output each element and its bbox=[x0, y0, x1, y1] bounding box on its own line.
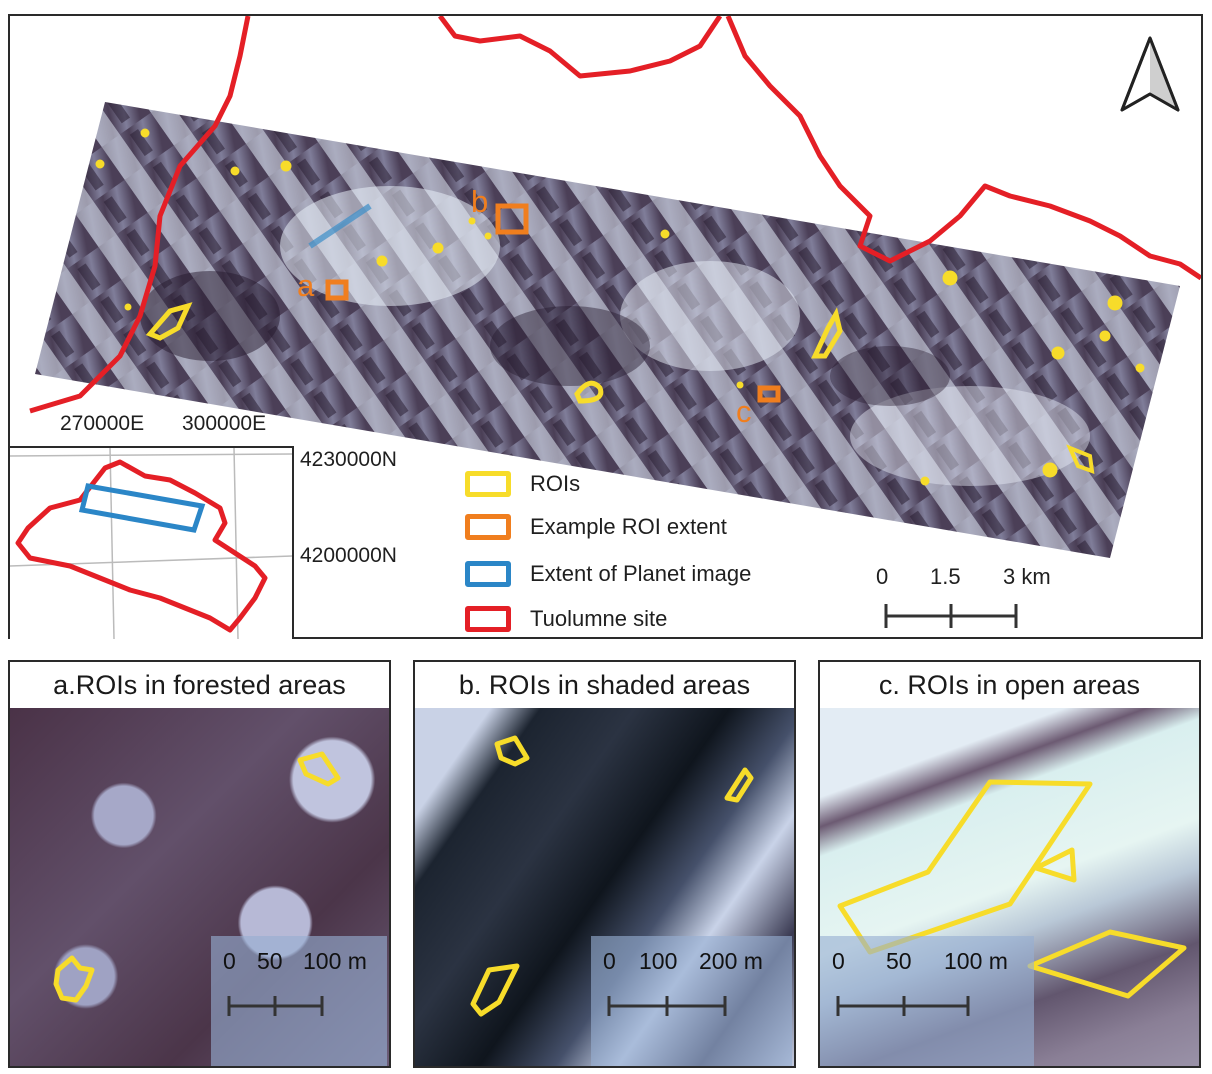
panel-a-scale-2: 100 m bbox=[303, 948, 367, 974]
legend-swatch-planet-extent bbox=[465, 561, 511, 587]
inset-y-tick-2: 4200000N bbox=[300, 544, 397, 567]
panel-b-scale-0: 0 bbox=[603, 948, 616, 974]
panel-c-image: 0 50 100 m bbox=[820, 708, 1199, 1066]
main-scale-bar bbox=[884, 604, 1018, 628]
panel-b-scale-1: 100 bbox=[639, 948, 678, 974]
panel-b-roi-1 bbox=[494, 735, 530, 767]
roi-label-a: a bbox=[297, 268, 315, 303]
tuolumne-boundary bbox=[29, 16, 1201, 414]
main-scale-label-0: 0 bbox=[876, 564, 889, 589]
panel-c-title: c. ROIs in open areas bbox=[878, 670, 1141, 700]
inset-site-boundary bbox=[15, 459, 268, 633]
inset-x-tick-1: 270000E bbox=[60, 412, 145, 435]
inset-x-tick-2: 300000E bbox=[182, 412, 267, 435]
legend-label-example-roi: Example ROI extent bbox=[530, 514, 727, 539]
panel-b-title: b. ROIs in shaded areas bbox=[458, 670, 751, 700]
panel-a-roi-1 bbox=[297, 751, 341, 787]
panel-c-scale-2: 100 m bbox=[944, 948, 1008, 974]
main-map-frame: a b c 270000E 300000E 4230000N 4200000N … bbox=[8, 14, 1203, 639]
panel-a-scale-box: 0 50 100 m bbox=[211, 936, 387, 1066]
legend-label-site: Tuolumne site bbox=[530, 606, 668, 631]
panel-b-scale-2: 200 m bbox=[699, 948, 763, 974]
legend-label-planet-extent: Extent of Planet image bbox=[530, 561, 752, 586]
legend-label-rois: ROIs bbox=[530, 471, 581, 496]
example-roi-extents bbox=[325, 203, 781, 403]
north-arrow-icon bbox=[1120, 36, 1180, 112]
legend-swatch-example-roi bbox=[465, 514, 511, 540]
panel-c-scale-0: 0 bbox=[832, 948, 845, 974]
inset-planet-extent bbox=[78, 483, 206, 533]
roi-label-b: b bbox=[471, 184, 489, 219]
panel-b-roi-2 bbox=[724, 767, 754, 803]
panel-a-title: a.ROIs in forested areas bbox=[53, 670, 346, 700]
panel-b: b. ROIs in shaded areas 0 100 200 m bbox=[413, 660, 796, 1068]
roi-label-c: c bbox=[736, 394, 752, 429]
roi-markers bbox=[95, 128, 1145, 486]
inset-y-tick-1: 4230000N bbox=[300, 448, 397, 471]
panel-a: a.ROIs in forested areas 0 50 100 m bbox=[8, 660, 391, 1068]
main-scale-label-2: 3 km bbox=[1003, 564, 1051, 589]
panel-a-scale-0: 0 bbox=[223, 948, 236, 974]
panel-c-scale-box: 0 50 100 m bbox=[820, 936, 1034, 1066]
panel-a-scale-1: 50 bbox=[257, 948, 283, 974]
panel-c-scale-1: 50 bbox=[886, 948, 912, 974]
legend-swatch-rois bbox=[465, 471, 511, 497]
inset-map bbox=[10, 446, 294, 639]
panel-c: c. ROIs in open areas 0 50 100 m bbox=[818, 660, 1201, 1068]
panel-c-roi-1 bbox=[837, 779, 1093, 955]
panel-c-roi-2 bbox=[1033, 847, 1077, 883]
main-scale-label-1: 1.5 bbox=[930, 564, 961, 589]
panel-b-roi-3 bbox=[470, 963, 520, 1017]
panel-a-image: 0 50 100 m bbox=[10, 708, 389, 1066]
panel-b-image: 0 100 200 m bbox=[415, 708, 794, 1066]
panel-a-roi-2 bbox=[53, 955, 95, 1003]
panel-c-roi-3 bbox=[1027, 929, 1187, 999]
legend-swatch-site bbox=[465, 606, 511, 632]
panel-b-scale-box: 0 100 200 m bbox=[591, 936, 792, 1066]
